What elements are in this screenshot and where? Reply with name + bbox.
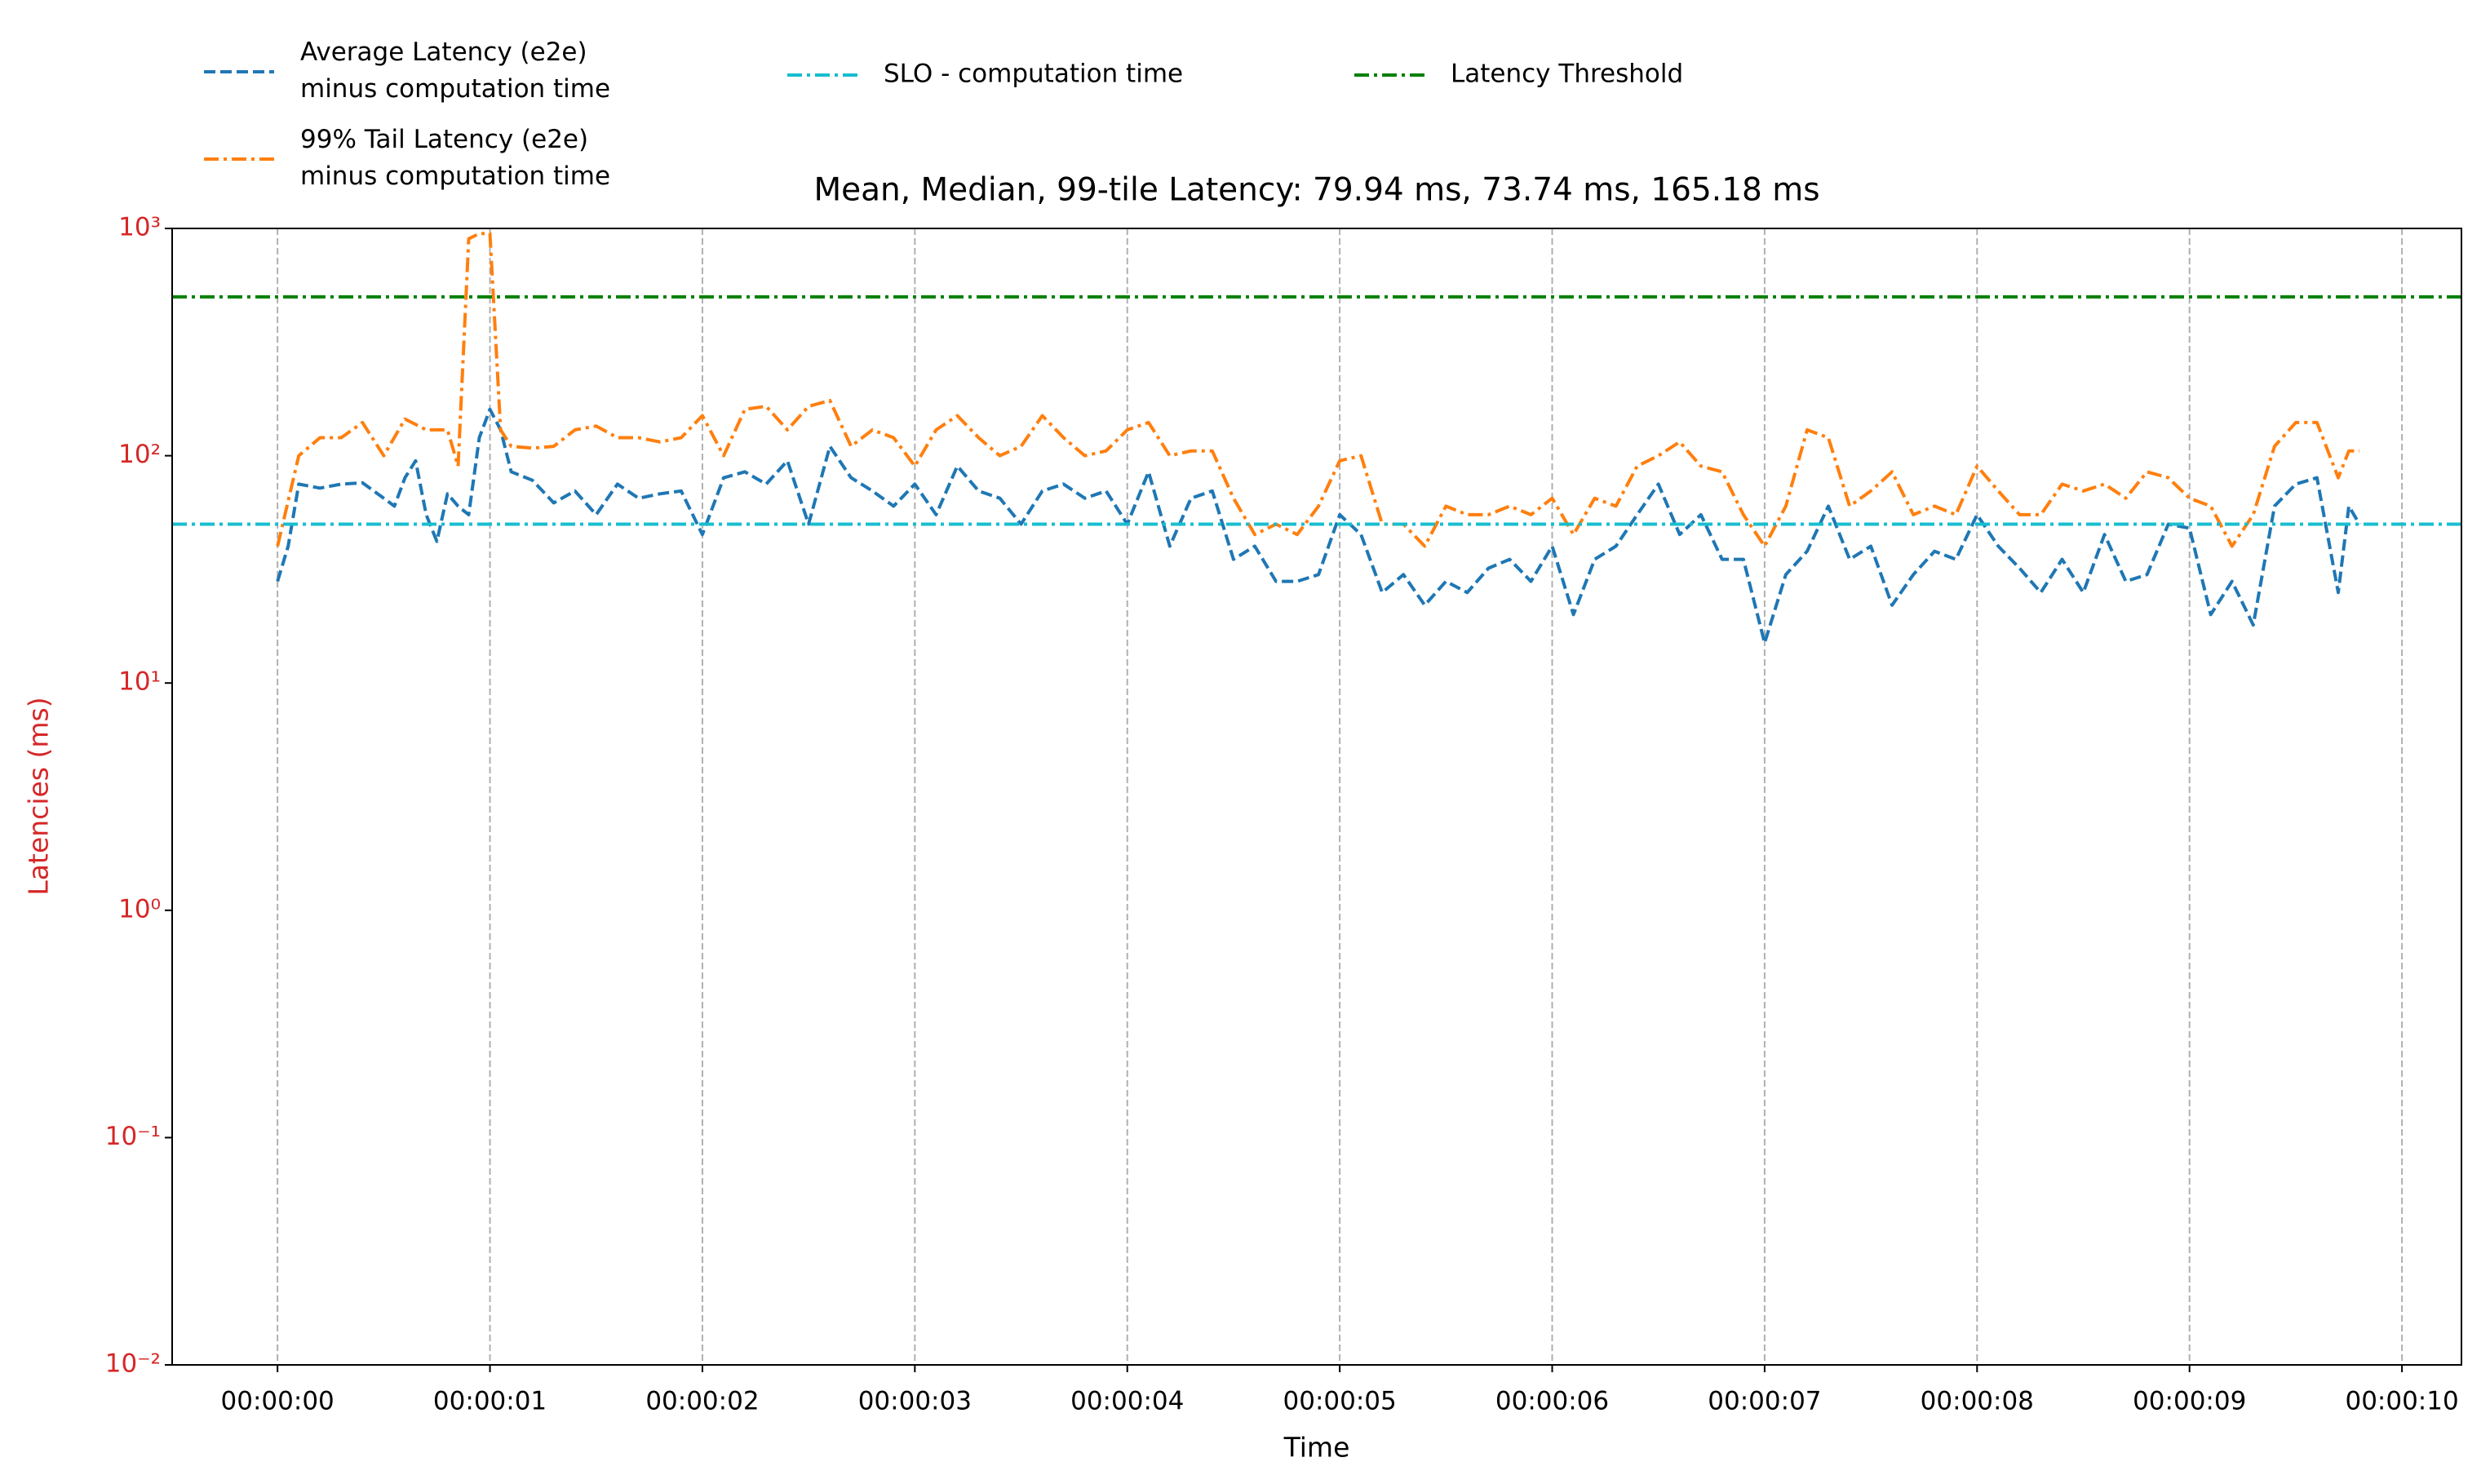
x-tick-label: 00:00:10 bbox=[2345, 1387, 2458, 1416]
x-axis-label: Time bbox=[1283, 1432, 1350, 1464]
y-tick-label: 10⁻¹ bbox=[105, 1122, 161, 1151]
y-axis-label: Latencies (ms) bbox=[23, 697, 55, 895]
legend-label: Latency Threshold bbox=[1451, 60, 1683, 89]
x-tick-label: 00:00:00 bbox=[221, 1387, 335, 1416]
x-tick-label: 00:00:03 bbox=[858, 1387, 972, 1416]
x-tick-label: 00:00:01 bbox=[433, 1387, 547, 1416]
x-tick-label: 00:00:08 bbox=[1921, 1387, 2034, 1416]
data-line bbox=[276, 232, 2359, 548]
x-tick-label: 00:00:07 bbox=[1708, 1387, 1821, 1416]
x-tick-label: 00:00:09 bbox=[2133, 1387, 2246, 1416]
x-tick-label: 00:00:05 bbox=[1283, 1387, 1397, 1416]
legend-label: Average Latency (e2e) minus computation t… bbox=[300, 38, 610, 104]
legend-label: 99% Tail Latency (e2e) minus computation … bbox=[300, 125, 610, 191]
y-tick-label: 10¹ bbox=[118, 667, 161, 697]
y-tick-label: 10² bbox=[118, 440, 161, 469]
y-tick-label: 10³ bbox=[118, 213, 161, 242]
plot-frame bbox=[171, 228, 2462, 1366]
y-tick-label: 10⁰ bbox=[118, 894, 161, 924]
legend-label: SLO - computation time bbox=[884, 60, 1183, 89]
data-line bbox=[276, 407, 2361, 645]
y-tick-label: 10⁻² bbox=[105, 1349, 161, 1379]
x-tick-label: 00:00:02 bbox=[645, 1387, 759, 1416]
chart-title: Mean, Median, 99-tile Latency: 79.94 ms,… bbox=[813, 172, 1819, 209]
x-tick-label: 00:00:06 bbox=[1495, 1387, 1609, 1416]
x-tick-label: 00:00:04 bbox=[1070, 1387, 1184, 1416]
